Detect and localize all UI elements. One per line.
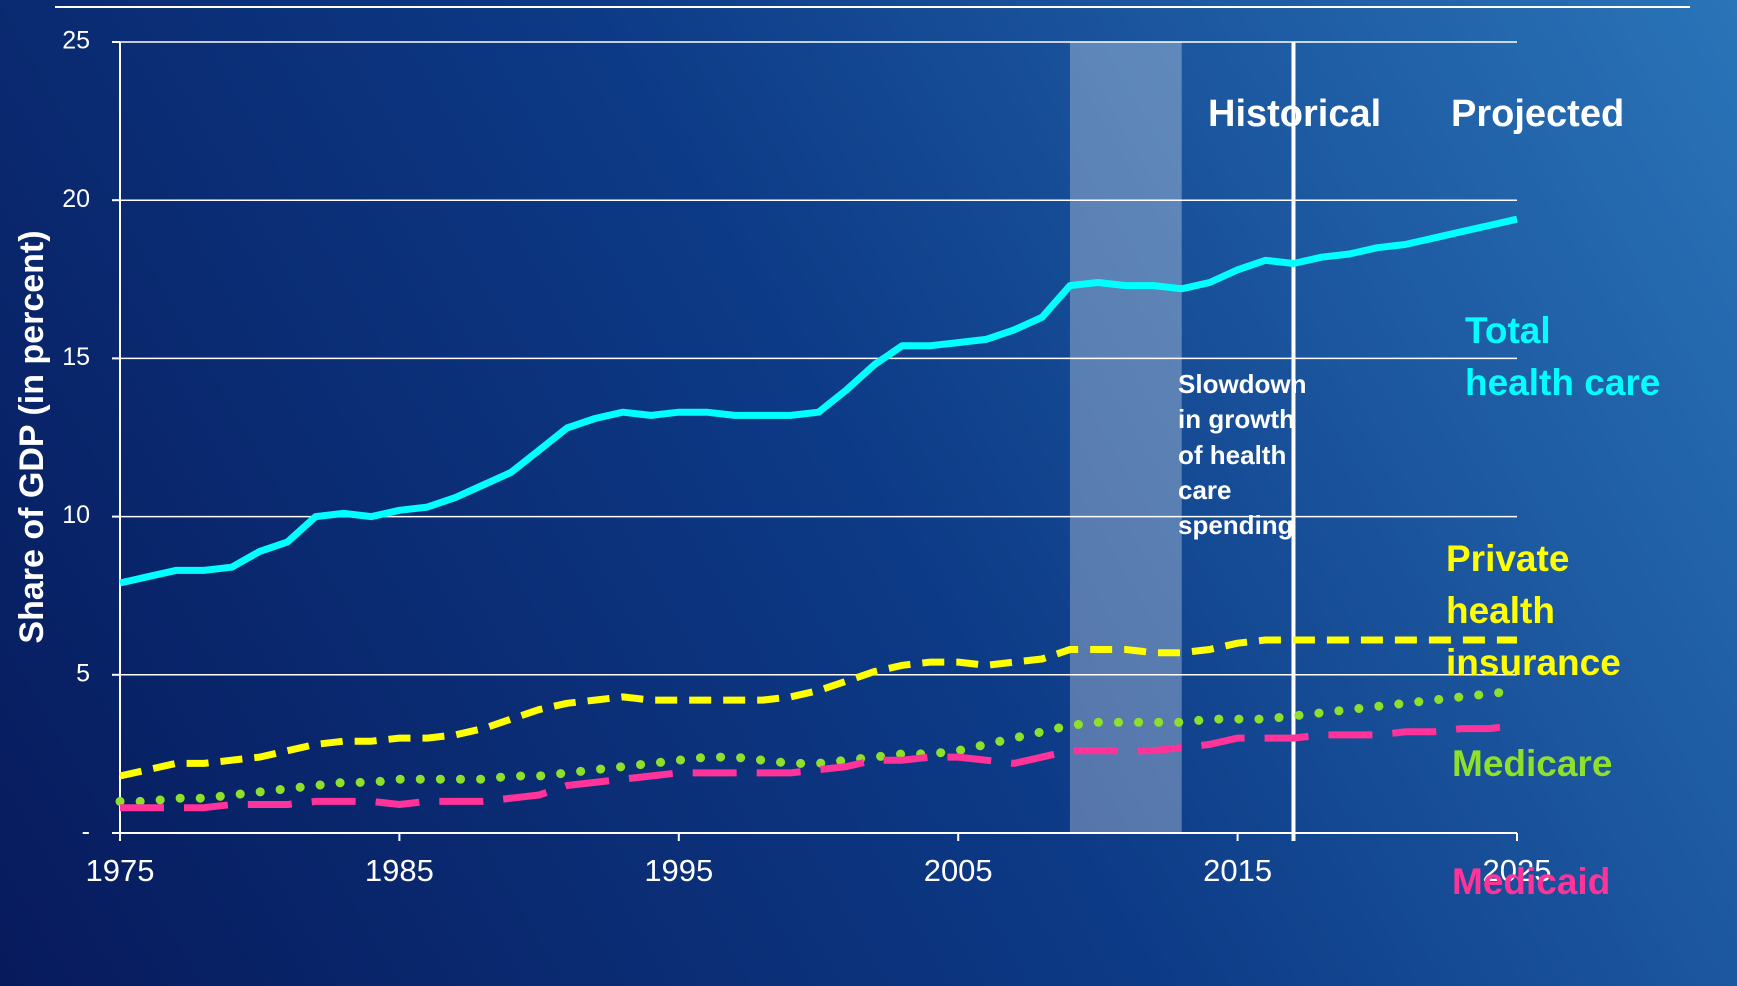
y-tick-label: 25 [62,27,90,55]
series-label: Medicaid [1452,861,1611,902]
y-tick-label: 15 [62,343,90,371]
slowdown-annotation: Slowdown in growth of health care spendi… [1178,369,1307,541]
x-tick-label: 2015 [1203,853,1272,888]
x-tick-label: 1985 [365,853,434,888]
y-tick-label: 20 [62,185,90,213]
series-line [120,721,1518,812]
x-tick-label: 2005 [924,853,993,888]
series-line [119,215,1518,587]
x-tick-label: 1995 [644,853,713,888]
y-tick-label: 10 [62,501,90,529]
series-line [115,686,1522,806]
series-label: Private health insurance [1446,538,1621,683]
projected-label: Projected [1451,93,1625,135]
series-line [119,636,1517,780]
y-tick-label: - [82,818,90,846]
y-axis-label: Share of GDP (in percent) [13,230,51,643]
x-tick-label: 2025 [1483,853,1552,888]
series-label: Total health care [1465,310,1661,403]
series-label: Medicare [1452,743,1613,784]
x-tick-label: 1975 [86,853,155,888]
y-tick-label: 5 [76,659,90,687]
historical-label: Historical [1208,93,1382,135]
slowdown-band [1069,42,1182,833]
